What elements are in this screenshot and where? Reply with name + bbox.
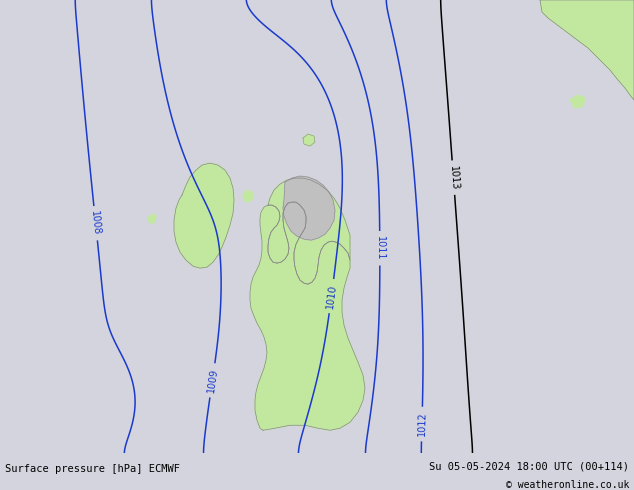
Text: 1013: 1013 — [448, 165, 459, 190]
Text: 1012: 1012 — [417, 412, 427, 437]
Text: Su 05-05-2024 18:00 UTC (00+114): Su 05-05-2024 18:00 UTC (00+114) — [429, 462, 629, 471]
Polygon shape — [148, 214, 156, 223]
Text: 1008: 1008 — [89, 211, 102, 236]
Text: © weatheronline.co.uk: © weatheronline.co.uk — [505, 480, 629, 490]
Text: Surface pressure [hPa] ECMWF: Surface pressure [hPa] ECMWF — [5, 465, 180, 474]
Polygon shape — [283, 176, 335, 240]
Polygon shape — [243, 190, 253, 202]
Polygon shape — [250, 202, 365, 430]
Polygon shape — [570, 95, 585, 108]
Polygon shape — [303, 134, 315, 146]
Text: 1009: 1009 — [205, 368, 219, 393]
Polygon shape — [268, 178, 350, 284]
Polygon shape — [174, 163, 234, 268]
Text: 1010: 1010 — [325, 283, 338, 309]
Text: 1011: 1011 — [375, 236, 385, 261]
Polygon shape — [540, 0, 634, 100]
